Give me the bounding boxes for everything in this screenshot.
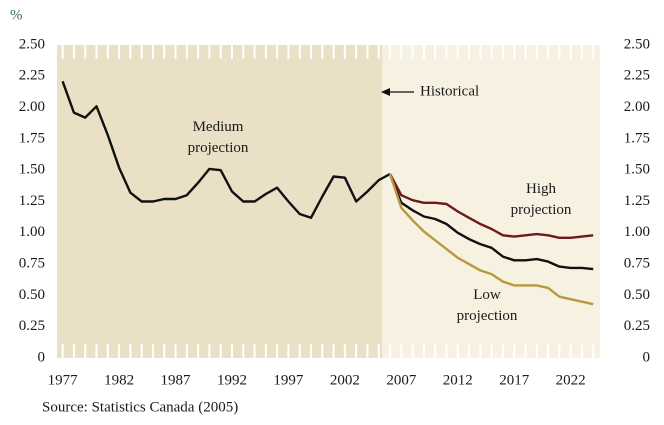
label-line: projection [457,308,518,324]
x-tick-label: 2017 [499,372,530,388]
y2-tick-label: 1.50 [624,162,650,178]
x-tick-label: 1977 [48,372,79,388]
x-tick-label: 1982 [104,372,134,388]
y-tick-label: 0.75 [19,256,45,272]
label-line: Medium [193,119,244,135]
label-line: projection [511,202,572,218]
y2-tick-label: 2.25 [624,68,650,84]
series-label: Historical [420,83,479,99]
source: Source: Statistics Canada (2005) [42,399,238,415]
series-label: Low projection [457,287,518,324]
y-tick-label: 1.50 [19,162,45,178]
y2-tick-label: 0.50 [624,287,650,303]
x-tick-label: 2012 [443,372,473,388]
y2-tick-label: 1.25 [624,193,650,209]
series-line [61,80,391,219]
series-label: High projection [511,181,572,218]
label-line: Low [473,287,501,303]
x-tick-label: 2002 [330,372,360,388]
x-tick-label: 1992 [217,372,247,388]
historical-area [57,45,383,358]
y-axis-label: % [10,7,23,23]
y-tick-label: 0.50 [19,287,45,303]
y2-tick-label: 0 [643,349,651,365]
y-tick-label: 0.25 [19,318,45,334]
y2-tick-label: 1.75 [624,130,650,146]
y2-tick-label: 1.00 [624,224,650,240]
series-line [388,173,594,239]
y-tick-label: 2.50 [19,36,45,52]
annotation-arrowhead [381,88,390,96]
y-tick-label: 1.00 [19,224,45,240]
series-line [388,173,594,306]
y-tick-label: 2.00 [19,99,45,115]
x-tick-label: 1987 [161,372,192,388]
series-label: Medium projection [188,119,249,156]
label-line: projection [188,140,249,156]
label-line: High [526,181,557,197]
x-tick-label: 1997 [273,372,304,388]
series-line [388,173,594,271]
x-tick-label: 2022 [556,372,586,388]
y2-tick-label: 0.25 [624,318,650,334]
y-tick-label: 0 [38,349,46,365]
x-tick-label: 2007 [386,372,417,388]
y-tick-label: 1.75 [19,130,45,146]
y2-tick-label: 2.00 [624,99,650,115]
y2-tick-label: 0.75 [624,256,650,272]
y2-tick-label: 2.50 [624,36,650,52]
y-tick-label: 2.25 [19,68,45,84]
y-tick-label: 1.25 [19,193,45,209]
